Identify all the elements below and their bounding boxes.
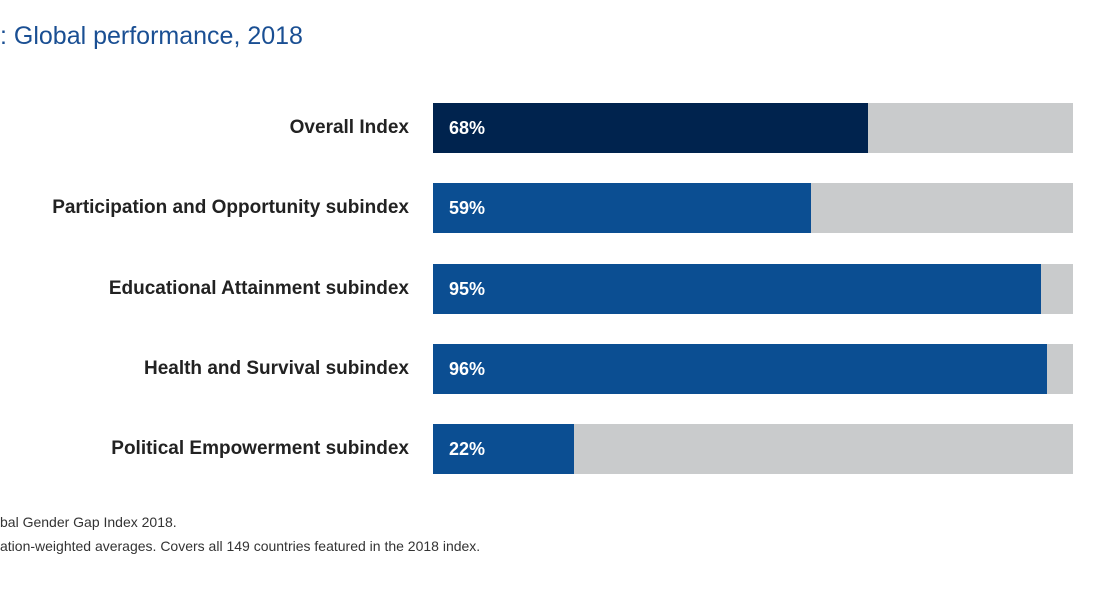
bar-value-label: 59% xyxy=(449,198,486,218)
bar-row: Educational Attainment subindex 95% xyxy=(0,264,1093,314)
bar-value-label: 96% xyxy=(449,359,486,379)
bar-track: 22% xyxy=(433,424,1073,474)
bar-track: 68% xyxy=(433,103,1073,153)
bar-fill: 22% xyxy=(433,424,574,474)
bar-value-label: 68% xyxy=(449,118,486,138)
bar-category-label: Participation and Opportunity subindex xyxy=(52,197,409,218)
bar-value-label: 95% xyxy=(449,279,486,299)
bar-track: 59% xyxy=(433,183,1073,233)
bar-track: 95% xyxy=(433,264,1073,314)
bar-value-label: 22% xyxy=(449,439,486,459)
bar-track: 96% xyxy=(433,344,1073,394)
footnote: ation-weighted averages. Covers all 149 … xyxy=(0,538,481,554)
bar-category-label: Health and Survival subindex xyxy=(143,358,409,379)
bar-row: Overall Index 68% xyxy=(0,103,1093,153)
bar-fill: 95% xyxy=(433,264,1041,314)
bar-category-label: Overall Index xyxy=(289,117,409,138)
bar-fill: 96% xyxy=(433,344,1047,394)
bar-fill: 68% xyxy=(433,103,868,153)
bar-row: Political Empowerment subindex 22% xyxy=(0,424,1093,474)
chart-title: : Global performance, 2018 xyxy=(0,22,303,50)
bar-category-label: Educational Attainment subindex xyxy=(108,278,409,299)
bar-row: Health and Survival subindex 96% xyxy=(0,344,1093,394)
source-note: bal Gender Gap Index 2018. xyxy=(0,514,177,530)
bar-category-label: Political Empowerment subindex xyxy=(111,438,409,459)
bar-fill: 59% xyxy=(433,183,811,233)
bar-row: Participation and Opportunity subindex 59… xyxy=(0,183,1093,233)
